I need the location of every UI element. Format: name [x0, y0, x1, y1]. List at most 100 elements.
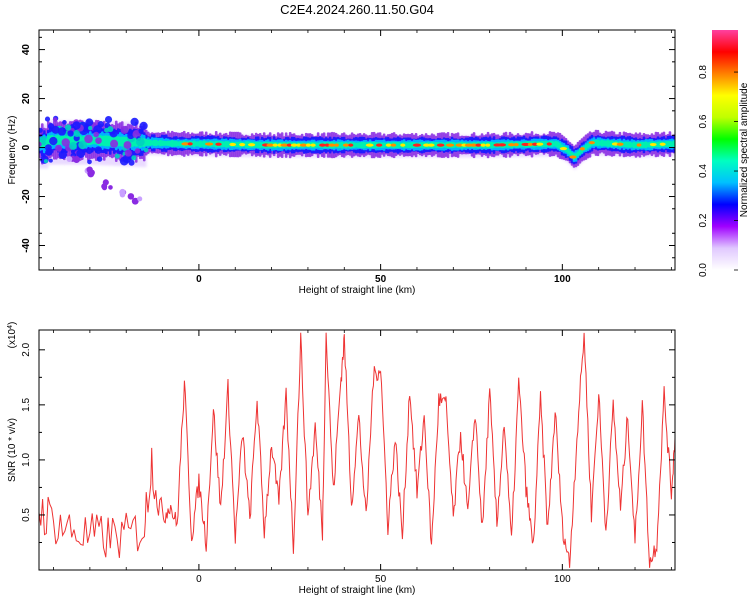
spectrogram-cell: [490, 141, 494, 149]
spectrogram-blob: [110, 139, 119, 148]
spectrogram-cell: [118, 136, 122, 147]
spectrogram-peak: [342, 143, 350, 147]
spectrogram-cell: [602, 140, 606, 147]
spectrogram-cell: [398, 142, 402, 148]
spectrogram-cell: [244, 141, 248, 149]
spectrogram-cell: [258, 141, 262, 149]
spectrogram-blob: [52, 117, 58, 122]
snr-x-tick-label: 50: [375, 574, 387, 585]
snr-y-tick-label: 1.5: [21, 397, 32, 411]
spectrogram-cell: [176, 141, 180, 147]
colorbar-gradient: [712, 30, 738, 270]
spectrogram-peak: [616, 142, 624, 146]
spectrogram-cell: [642, 141, 646, 148]
spectrogram-cell: [316, 142, 320, 148]
colorbar-label: Normalized spectral amplitude: [739, 82, 750, 217]
spectrogram-peak: [445, 143, 455, 147]
spectrogram-peak: [579, 147, 585, 151]
spectrogram-cell: [396, 141, 400, 149]
spectrogram-cell: [104, 135, 108, 147]
spectrogram-cell: [162, 140, 166, 146]
spectrogram-peak: [521, 142, 530, 147]
spectrogram-cell: [358, 142, 362, 149]
chart-title: C2E4.2024.260.11.50.G04: [280, 2, 434, 17]
colorbar: 0.0 0.2 0.4 0.6 0.8 Normalized spectral ampl…: [698, 30, 750, 277]
spectrogram-peak: [480, 143, 486, 147]
spectrogram-cell: [566, 147, 570, 154]
spectrogram-blob: [120, 125, 129, 134]
spectrogram-blob: [64, 124, 72, 131]
spectrogram-cell: [106, 135, 110, 147]
spectrogram-cell: [584, 144, 588, 151]
spectrogram-blob: [138, 128, 144, 134]
spectrogram-cell: [156, 140, 160, 146]
spectrogram-cell: [406, 142, 410, 149]
spectrogram-peak: [423, 143, 430, 147]
spectrogram-blob: [131, 155, 137, 161]
spectrogram-peak: [266, 143, 275, 147]
spectrogram-peak: [390, 143, 397, 147]
spectrogram-x-tick-label: 0: [196, 274, 202, 285]
snr-y-tick-label: 2.0: [21, 342, 32, 356]
spectrogram-cell: [362, 141, 366, 149]
spectrogram-cell: [568, 150, 572, 156]
spectrogram-cell: [356, 142, 360, 148]
colorbar-ticks: 0.0 0.2 0.4 0.6 0.8: [698, 65, 738, 277]
spectrogram-blob: [93, 125, 103, 135]
snr-ticks: 0 50 100 0.5 1.0 1.5 2.0: [21, 330, 675, 585]
spectrogram-blob: [95, 137, 102, 144]
spectrogram-cell: [410, 141, 414, 149]
spectrogram-peak: [376, 143, 383, 147]
spectrogram-blob: [43, 159, 48, 164]
spectrogram-cell: [382, 142, 386, 148]
spectrogram-blob: [123, 141, 132, 149]
spectrogram-blob: [84, 134, 93, 144]
spectrogram-peak: [280, 143, 289, 147]
snr-multiplier-base: (x10: [7, 328, 18, 348]
spectrogram-blob: [39, 141, 42, 147]
spectrogram-cell: [594, 139, 598, 146]
spectrogram-cell: [148, 139, 152, 147]
spectrogram-cell: [604, 140, 608, 147]
snr-x-tick-label: 0: [196, 574, 202, 585]
spectrogram-peak: [455, 143, 464, 147]
spectrogram-peak: [513, 143, 519, 147]
spectrogram-cell: [224, 140, 228, 148]
spectrogram-cell: [624, 141, 628, 148]
spectrogram-cell: [408, 142, 412, 148]
spectrogram-peak: [546, 142, 552, 146]
spectrogram-branch-dot: [108, 185, 113, 190]
spectrogram-peak: [272, 143, 278, 147]
spectrogram-peak: [497, 143, 507, 147]
spectrogram-branch-dot: [137, 196, 143, 202]
spectrogram-cell: [150, 140, 154, 146]
spectrogram-peak: [247, 143, 256, 147]
spectrogram-blob: [93, 131, 100, 138]
spectrogram-peak: [469, 143, 478, 147]
spectrogram-peak: [348, 143, 354, 147]
spectrogram-peak: [324, 143, 330, 147]
spectrogram-peak: [290, 143, 298, 147]
spectrogram-blob: [76, 149, 86, 158]
spectrogram-blob: [54, 144, 63, 152]
spectrogram-peak: [531, 142, 539, 146]
spectrogram-cell: [608, 140, 612, 147]
spectrogram-blob: [58, 150, 68, 159]
spectrogram-blob: [67, 130, 74, 137]
spectrogram-cell: [236, 141, 240, 148]
spectrogram-branch-dot: [101, 185, 108, 191]
spectrogram-peak: [299, 143, 308, 147]
spectrogram-blob: [135, 137, 145, 147]
spectrogram-blob: [39, 135, 47, 143]
spectrogram-cell: [164, 140, 168, 146]
snr-y-tick-label: 1.0: [21, 453, 32, 467]
spectrogram-blob: [134, 148, 141, 154]
spectrogram-x-tick-label: 50: [375, 274, 387, 285]
spectrogram-cell: [152, 139, 156, 147]
spectrogram-blob: [114, 153, 120, 159]
spectrogram-cell: [558, 142, 562, 150]
spectrogram-cell: [586, 143, 590, 149]
spectrogram-blob: [73, 129, 81, 138]
snr-y-tick-label: 0.5: [21, 508, 32, 522]
